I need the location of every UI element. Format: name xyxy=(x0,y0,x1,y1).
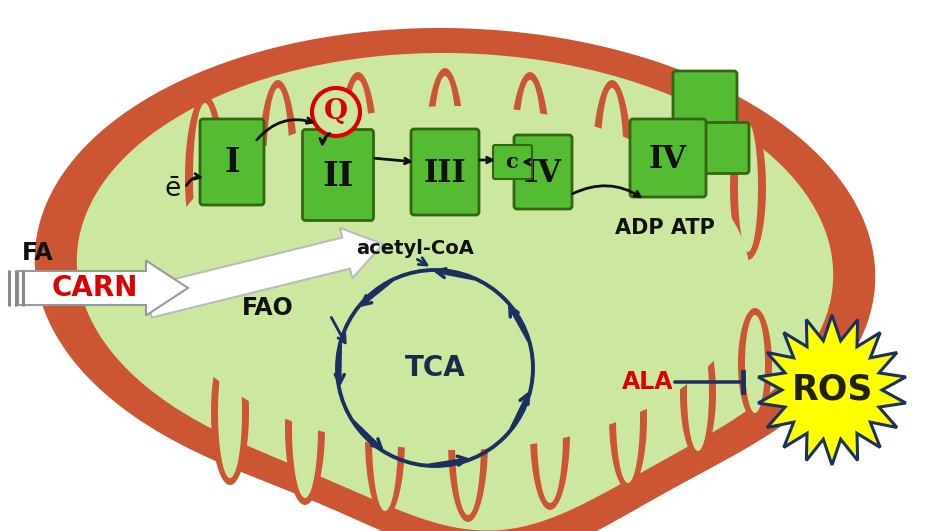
Polygon shape xyxy=(669,92,707,257)
Polygon shape xyxy=(160,106,750,450)
FancyBboxPatch shape xyxy=(691,123,749,174)
Text: ROS: ROS xyxy=(791,373,872,407)
Polygon shape xyxy=(77,53,833,530)
Polygon shape xyxy=(616,352,640,483)
Polygon shape xyxy=(345,80,371,264)
Polygon shape xyxy=(758,315,906,465)
FancyArrow shape xyxy=(18,261,188,315)
Polygon shape xyxy=(424,68,466,278)
FancyArrow shape xyxy=(144,228,383,318)
Polygon shape xyxy=(35,28,875,531)
Polygon shape xyxy=(292,357,318,498)
Text: TCA: TCA xyxy=(405,354,466,382)
Polygon shape xyxy=(600,88,624,252)
Polygon shape xyxy=(266,88,290,262)
Text: acetyl-CoA: acetyl-CoA xyxy=(356,238,474,258)
Text: CARN: CARN xyxy=(52,274,138,302)
Polygon shape xyxy=(258,80,298,270)
Circle shape xyxy=(312,88,360,136)
Polygon shape xyxy=(680,328,716,458)
Polygon shape xyxy=(372,365,398,511)
Text: ADP ATP: ADP ATP xyxy=(615,218,715,238)
Polygon shape xyxy=(337,72,379,272)
Text: Q: Q xyxy=(324,98,348,125)
Polygon shape xyxy=(687,335,709,451)
FancyBboxPatch shape xyxy=(411,129,479,215)
Text: II: II xyxy=(323,159,354,193)
Polygon shape xyxy=(509,72,551,267)
Text: FAO: FAO xyxy=(242,296,294,320)
Polygon shape xyxy=(211,340,249,485)
Polygon shape xyxy=(530,355,570,510)
Polygon shape xyxy=(745,315,765,413)
Polygon shape xyxy=(193,103,217,252)
Polygon shape xyxy=(738,308,772,420)
Polygon shape xyxy=(432,76,458,270)
Text: ALA: ALA xyxy=(622,370,674,394)
Text: IV: IV xyxy=(649,143,687,175)
FancyBboxPatch shape xyxy=(493,145,532,179)
Polygon shape xyxy=(609,345,647,490)
Text: $\bar{\mathrm{e}}$: $\bar{\mathrm{e}}$ xyxy=(164,177,181,203)
Text: III: III xyxy=(423,158,467,189)
FancyBboxPatch shape xyxy=(630,119,706,197)
Polygon shape xyxy=(218,347,242,478)
FancyBboxPatch shape xyxy=(302,130,374,220)
Polygon shape xyxy=(285,350,325,505)
Polygon shape xyxy=(730,115,766,260)
Text: I: I xyxy=(224,147,240,179)
Polygon shape xyxy=(738,123,758,252)
Polygon shape xyxy=(365,358,405,518)
Polygon shape xyxy=(537,362,563,503)
Polygon shape xyxy=(677,100,699,249)
Polygon shape xyxy=(185,95,225,260)
Text: FA: FA xyxy=(22,241,54,265)
FancyBboxPatch shape xyxy=(514,135,572,209)
FancyBboxPatch shape xyxy=(200,119,264,205)
Polygon shape xyxy=(455,367,481,515)
Text: c: c xyxy=(505,152,518,172)
Polygon shape xyxy=(517,80,543,259)
Polygon shape xyxy=(448,360,488,522)
Polygon shape xyxy=(592,80,632,260)
FancyBboxPatch shape xyxy=(673,71,737,129)
Text: IV: IV xyxy=(524,158,562,189)
